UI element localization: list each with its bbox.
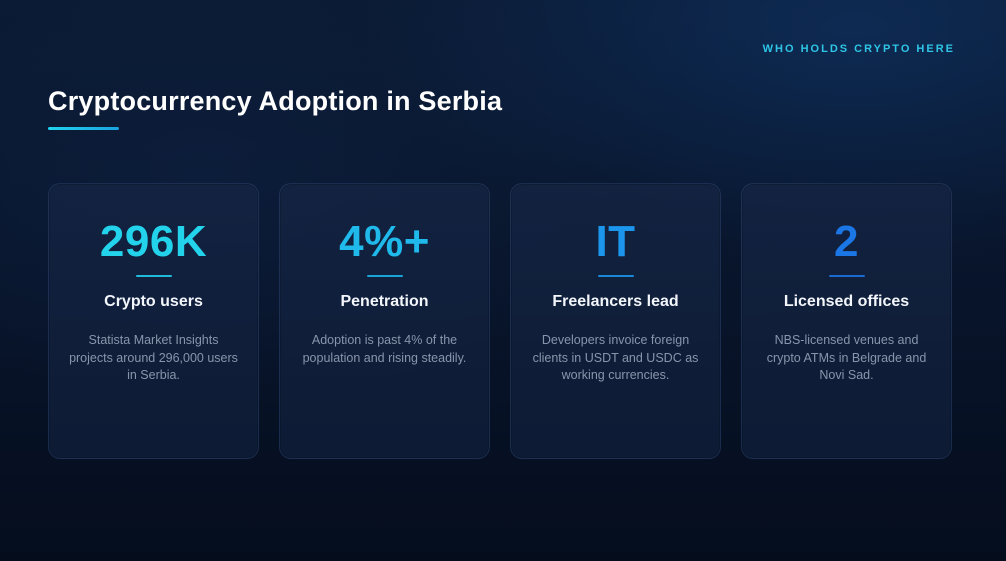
card-divider: [828, 275, 865, 277]
card-description: Adoption is past 4% of the population an…: [302, 333, 467, 365]
stat-card-crypto-users: 296K Crypto users Statista Market Insigh…: [48, 183, 259, 459]
stat-card-licensed-offices: 2 Licensed offices NBS-licensed venues a…: [741, 183, 952, 459]
stat-cards: 296K Crypto users Statista Market Insigh…: [48, 183, 952, 459]
stat-card-penetration: 4%+ Penetration Adoption is past 4% of t…: [279, 183, 490, 459]
stat-value: 4%+: [339, 217, 430, 266]
stat-card-freelancers-lead: IT Freelancers lead Developers invoice f…: [510, 183, 721, 459]
card-description: Developers invoice foreign clients in US…: [532, 333, 699, 382]
card-title: Penetration: [340, 293, 429, 310]
eyebrow-label: WHO HOLDS CRYPTO HERE: [762, 43, 955, 55]
stat-value: IT: [595, 217, 636, 266]
card-divider: [366, 275, 403, 277]
card-divider: [135, 275, 172, 277]
card-title: Freelancers lead: [552, 293, 679, 310]
card-description: NBS-licensed venues and crypto ATMs in B…: [766, 333, 927, 382]
card-title: Crypto users: [104, 293, 203, 310]
stat-value: 296K: [99, 217, 208, 266]
card-divider: [597, 275, 634, 277]
card-title: Licensed offices: [783, 293, 910, 310]
card-description: Statista Market Insights projects around…: [69, 333, 238, 382]
title-underline: [48, 127, 119, 130]
page-title: Cryptocurrency Adoption in Serbia: [48, 86, 503, 116]
stat-value: 2: [834, 217, 859, 266]
